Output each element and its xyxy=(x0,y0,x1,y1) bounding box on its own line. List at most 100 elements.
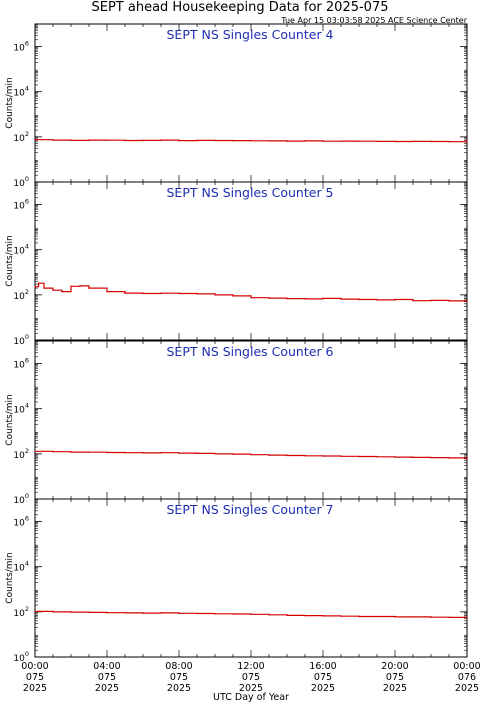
data-point xyxy=(412,300,414,302)
data-point xyxy=(322,615,324,617)
data-point xyxy=(304,298,306,300)
x-axis-label: UTC Day of Year xyxy=(213,692,289,703)
panel-title: SEPT NS Singles Counter 5 xyxy=(166,185,333,200)
y-tick-exponent: 4 xyxy=(25,402,29,410)
data-point xyxy=(106,290,108,293)
data-point xyxy=(322,297,324,299)
data-point xyxy=(286,454,288,457)
x-tick-label: 16:00 xyxy=(309,661,336,672)
y-tick-base: 10 xyxy=(13,609,25,619)
y-tick-label: 100 xyxy=(13,175,29,189)
x-tick-label: 075 xyxy=(170,672,188,683)
data-point xyxy=(340,140,342,142)
data-point xyxy=(430,140,432,143)
data-point xyxy=(124,452,126,454)
y-tick-base: 10 xyxy=(13,179,25,189)
data-point xyxy=(43,287,45,289)
x-tick-label: 2025 xyxy=(455,683,479,694)
panel-title: SEPT NS Singles Counter 7 xyxy=(166,502,333,517)
data-point xyxy=(430,299,432,301)
data-point xyxy=(142,292,144,295)
data-point xyxy=(61,290,63,293)
y-tick-base: 10 xyxy=(13,496,25,506)
data-point xyxy=(268,297,270,299)
y-tick-label: 102 xyxy=(13,447,29,461)
y-tick-base: 10 xyxy=(13,451,25,461)
data-point xyxy=(142,612,144,614)
x-tick-label: 075 xyxy=(386,672,404,683)
data-point xyxy=(268,614,270,616)
data-point xyxy=(232,140,234,142)
data-point xyxy=(232,613,234,615)
data-point xyxy=(214,294,216,296)
x-tick-label: 2025 xyxy=(239,683,263,694)
y-tick-exponent: 0 xyxy=(25,492,29,500)
x-tick-label: 2025 xyxy=(167,683,191,694)
data-point xyxy=(34,139,36,141)
data-point xyxy=(412,456,414,458)
data-point xyxy=(394,298,396,301)
y-tick-exponent: 2 xyxy=(25,447,29,455)
data-point xyxy=(88,451,90,453)
data-point xyxy=(268,140,270,142)
data-point xyxy=(38,282,40,284)
figure-title: SEPT ahead Housekeeping Data for 2025-07… xyxy=(92,0,389,15)
y-tick-exponent: 6 xyxy=(25,198,29,206)
data-point xyxy=(124,612,126,614)
data-point xyxy=(286,298,288,300)
data-point xyxy=(412,616,414,618)
data-point xyxy=(286,614,288,616)
data-point xyxy=(268,454,270,456)
x-tick-label: 075 xyxy=(314,672,332,683)
data-point xyxy=(160,452,162,454)
data-point xyxy=(34,610,36,612)
data-point xyxy=(358,140,360,142)
panel-title: SEPT NS Singles Counter 6 xyxy=(166,344,333,359)
data-point xyxy=(394,140,396,143)
data-point xyxy=(142,139,144,141)
data-point xyxy=(70,451,72,453)
x-tick-label: 12:00 xyxy=(237,661,264,672)
data-point xyxy=(448,300,450,302)
y-tick-base: 10 xyxy=(13,89,25,99)
y-tick-base: 10 xyxy=(13,44,25,54)
data-point xyxy=(196,139,198,141)
x-tick-label: 08:00 xyxy=(165,661,192,672)
x-tick-label: 2025 xyxy=(311,683,335,694)
data-point xyxy=(466,301,468,303)
data-point xyxy=(106,612,108,614)
data-point xyxy=(70,611,72,613)
data-point xyxy=(394,616,396,618)
figure-timestamp: Tue Apr 15 03:03:58 2025 ACE Science Cen… xyxy=(280,16,467,25)
data-point xyxy=(214,453,216,455)
data-point xyxy=(340,298,342,300)
data-point xyxy=(430,457,432,459)
y-tick-base: 10 xyxy=(13,519,25,529)
y-tick-exponent: 2 xyxy=(25,605,29,613)
data-point xyxy=(376,615,378,618)
data-point xyxy=(322,140,324,142)
y-axis-label: Counts/min xyxy=(5,552,15,603)
y-axis-label: Counts/min xyxy=(5,77,15,128)
y-tick-label: 102 xyxy=(13,130,29,144)
data-point xyxy=(250,613,252,615)
y-tick-label: 104 xyxy=(13,243,29,257)
x-tick-label: 076 xyxy=(458,672,476,683)
data-point xyxy=(430,616,432,618)
x-tick-label: 2025 xyxy=(95,683,119,694)
y-tick-base: 10 xyxy=(13,654,25,664)
y-tick-base: 10 xyxy=(13,202,25,212)
data-point xyxy=(52,139,54,141)
data-point xyxy=(178,452,180,454)
data-point xyxy=(358,615,360,618)
data-point xyxy=(466,139,468,141)
data-point xyxy=(106,139,108,141)
y-tick-base: 10 xyxy=(13,292,25,302)
x-tick-label: 075 xyxy=(98,672,116,683)
data-point xyxy=(160,612,162,614)
y-tick-exponent: 0 xyxy=(25,333,29,341)
